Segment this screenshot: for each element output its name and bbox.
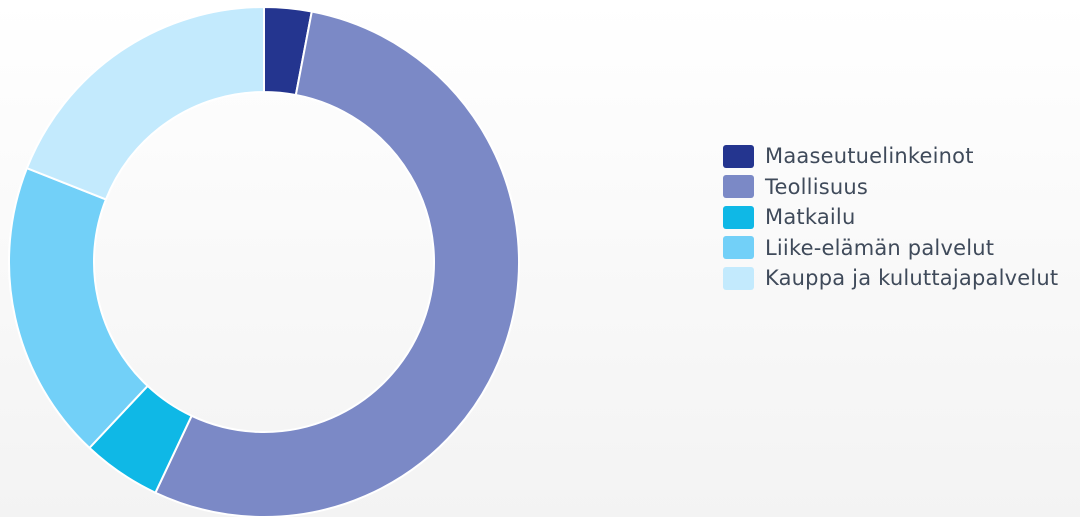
legend-swatch bbox=[723, 144, 754, 168]
chart-legend: Maaseutuelinkeinot Teollisuus Matkailu L… bbox=[723, 141, 1058, 294]
legend-label: Liike-elämän palvelut bbox=[765, 235, 995, 260]
donut-slice-liike-elaman-palvelut[interactable] bbox=[8, 166, 150, 450]
legend-label: Matkailu bbox=[765, 205, 856, 230]
donut-chart bbox=[8, 5, 520, 517]
legend-item-kauppa-ja-kuluttajapalvelut[interactable]: Kauppa ja kuluttajapalvelut bbox=[723, 263, 1058, 294]
legend-swatch bbox=[723, 205, 754, 229]
legend-swatch bbox=[723, 175, 754, 199]
legend-swatch bbox=[723, 236, 754, 260]
donut-chart-svg bbox=[8, 5, 520, 517]
legend-label: Kauppa ja kuluttajapalvelut bbox=[765, 266, 1059, 291]
donut-slice-teollisuus[interactable] bbox=[154, 10, 520, 517]
legend-label: Maaseutuelinkeinot bbox=[765, 144, 974, 169]
legend-swatch bbox=[723, 266, 754, 290]
donut-slice-kauppa-ja-kuluttajapalvelut[interactable] bbox=[25, 5, 265, 201]
legend-item-liike-elaman-palvelut[interactable]: Liike-elämän palvelut bbox=[723, 233, 1058, 264]
legend-label: Teollisuus bbox=[765, 174, 869, 199]
legend-item-maaseutuelinkeinot[interactable]: Maaseutuelinkeinot bbox=[723, 141, 1058, 172]
legend-item-matkailu[interactable]: Matkailu bbox=[723, 202, 1058, 233]
legend-item-teollisuus[interactable]: Teollisuus bbox=[723, 172, 1058, 203]
